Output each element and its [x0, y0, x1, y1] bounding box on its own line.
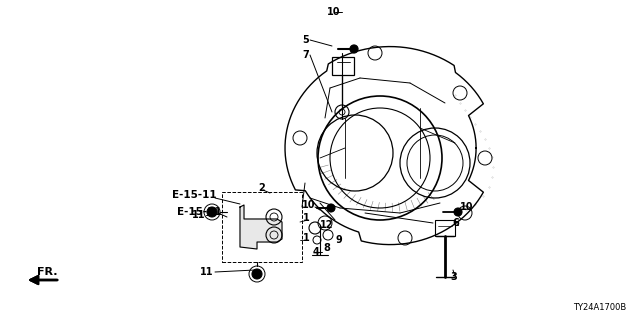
Circle shape	[327, 204, 335, 212]
Text: 2: 2	[258, 183, 265, 193]
Bar	[222, 192, 302, 262]
Text: TY24A1700B: TY24A1700B	[573, 303, 627, 312]
Text: FR.: FR.	[37, 267, 58, 277]
Text: 11: 11	[192, 210, 205, 220]
Text: 10: 10	[302, 200, 316, 210]
Text: 11: 11	[200, 267, 214, 277]
Circle shape	[252, 269, 262, 279]
Text: E-15-11: E-15-11	[177, 207, 221, 217]
Text: 8: 8	[323, 243, 330, 253]
Circle shape	[350, 45, 358, 53]
Circle shape	[207, 207, 217, 217]
Text: E-15-11: E-15-11	[172, 190, 216, 200]
Bar	[435, 220, 455, 236]
Text: 4: 4	[313, 247, 320, 257]
Circle shape	[454, 208, 462, 216]
Text: 6: 6	[452, 218, 459, 228]
Text: 1: 1	[303, 233, 310, 243]
Text: 9: 9	[335, 235, 342, 245]
Text: 3: 3	[450, 272, 457, 282]
Text: 1: 1	[303, 213, 310, 223]
Text: 5: 5	[302, 35, 308, 45]
Text: 10: 10	[327, 7, 340, 17]
Text: 10: 10	[460, 202, 474, 212]
Bar	[332, 57, 354, 75]
Polygon shape	[285, 47, 483, 244]
Polygon shape	[240, 205, 282, 249]
Text: 7: 7	[302, 50, 308, 60]
Text: 12: 12	[320, 220, 333, 230]
